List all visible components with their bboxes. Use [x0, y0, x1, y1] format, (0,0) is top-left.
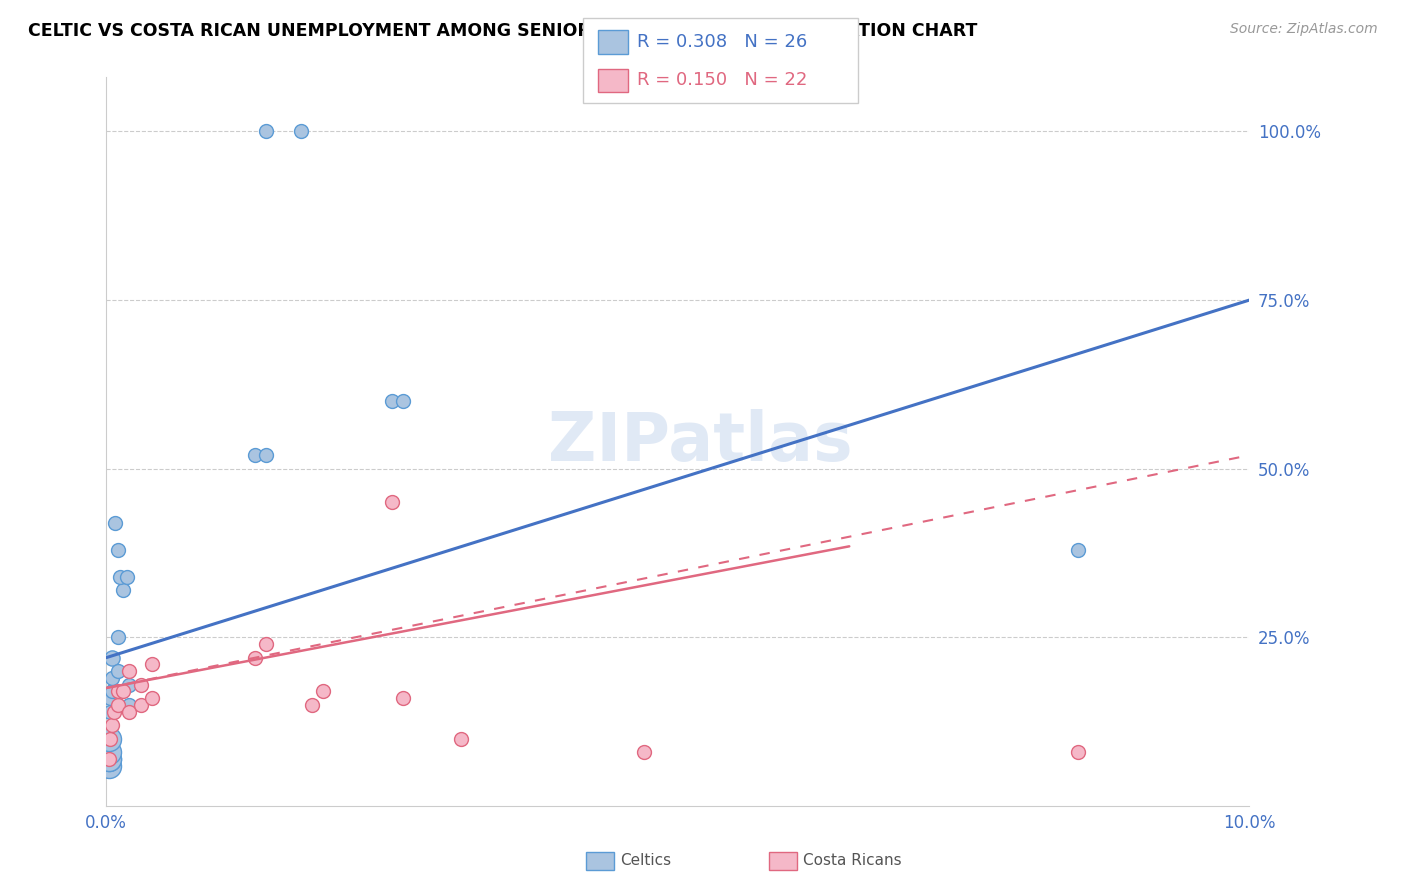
- Point: [312, 684, 335, 698]
- Point: [98, 691, 121, 706]
- Point: [254, 124, 277, 138]
- Point: [633, 745, 655, 759]
- Point: [290, 124, 312, 138]
- Point: [107, 698, 129, 712]
- Text: Celtics: Celtics: [620, 854, 671, 868]
- Point: [141, 691, 163, 706]
- Point: [97, 758, 120, 772]
- Point: [1067, 542, 1090, 557]
- Point: [103, 705, 125, 719]
- Point: [254, 637, 277, 651]
- Point: [1067, 745, 1090, 759]
- Point: [118, 678, 141, 692]
- Point: [101, 684, 124, 698]
- Text: CELTIC VS COSTA RICAN UNEMPLOYMENT AMONG SENIORS OVER 75 YEARS CORRELATION CHART: CELTIC VS COSTA RICAN UNEMPLOYMENT AMONG…: [28, 22, 977, 40]
- Text: Source: ZipAtlas.com: Source: ZipAtlas.com: [1230, 22, 1378, 37]
- Point: [115, 570, 138, 584]
- Point: [108, 570, 131, 584]
- Point: [392, 394, 415, 409]
- Point: [101, 718, 124, 732]
- Point: [118, 698, 141, 712]
- Text: R = 0.150   N = 22: R = 0.150 N = 22: [637, 71, 807, 89]
- Point: [97, 752, 120, 766]
- Point: [392, 691, 415, 706]
- Text: Costa Ricans: Costa Ricans: [803, 854, 901, 868]
- Point: [141, 657, 163, 672]
- Point: [97, 752, 120, 766]
- Point: [97, 745, 120, 759]
- Point: [112, 583, 135, 598]
- Point: [98, 731, 121, 746]
- Point: [254, 448, 277, 462]
- Point: [243, 650, 266, 665]
- Point: [450, 731, 472, 746]
- Point: [107, 664, 129, 678]
- Point: [97, 731, 120, 746]
- Point: [381, 394, 404, 409]
- Point: [129, 678, 152, 692]
- Point: [104, 516, 127, 530]
- Point: [112, 684, 135, 698]
- Point: [129, 698, 152, 712]
- Point: [118, 664, 141, 678]
- Point: [101, 671, 124, 685]
- Point: [107, 631, 129, 645]
- Point: [107, 684, 129, 698]
- Point: [301, 698, 323, 712]
- Point: [107, 542, 129, 557]
- Point: [243, 448, 266, 462]
- Point: [97, 752, 120, 766]
- Point: [101, 650, 124, 665]
- Point: [118, 705, 141, 719]
- Text: R = 0.308   N = 26: R = 0.308 N = 26: [637, 33, 807, 51]
- Point: [98, 705, 121, 719]
- Text: ZIPatlas: ZIPatlas: [548, 409, 853, 475]
- Point: [381, 495, 404, 509]
